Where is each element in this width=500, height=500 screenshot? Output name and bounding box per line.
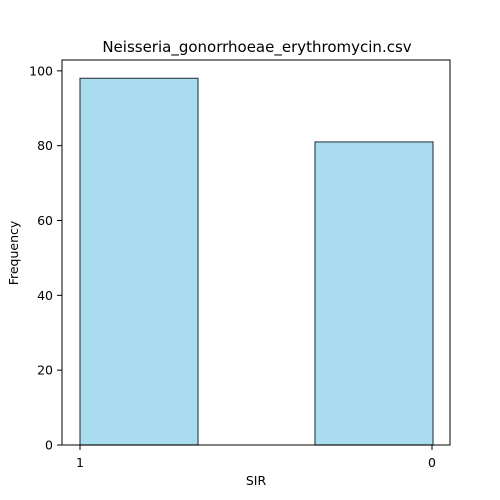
y-axis-ticks: 0 20 40 60 80 100 bbox=[29, 63, 62, 453]
x-axis-label: SIR bbox=[246, 473, 267, 488]
bar-1 bbox=[79, 77, 199, 446]
bars-group bbox=[79, 77, 434, 446]
y-tick-label: 0 bbox=[45, 438, 53, 453]
y-tick-label: 80 bbox=[37, 138, 53, 153]
y-tick-label: 40 bbox=[37, 288, 53, 303]
y-tick-label: 60 bbox=[37, 213, 53, 228]
y-tick-label: 100 bbox=[29, 63, 53, 78]
y-tick-label: 20 bbox=[37, 363, 53, 378]
bar-0 bbox=[314, 141, 434, 446]
y-axis-label: Frequency bbox=[6, 220, 21, 285]
x-tick-label: 1 bbox=[76, 455, 84, 470]
x-tick-label: 0 bbox=[428, 455, 436, 470]
chart-title: Neisseria_gonorrhoeae_erythromycin.csv bbox=[102, 38, 411, 57]
plot-frame bbox=[61, 59, 451, 446]
